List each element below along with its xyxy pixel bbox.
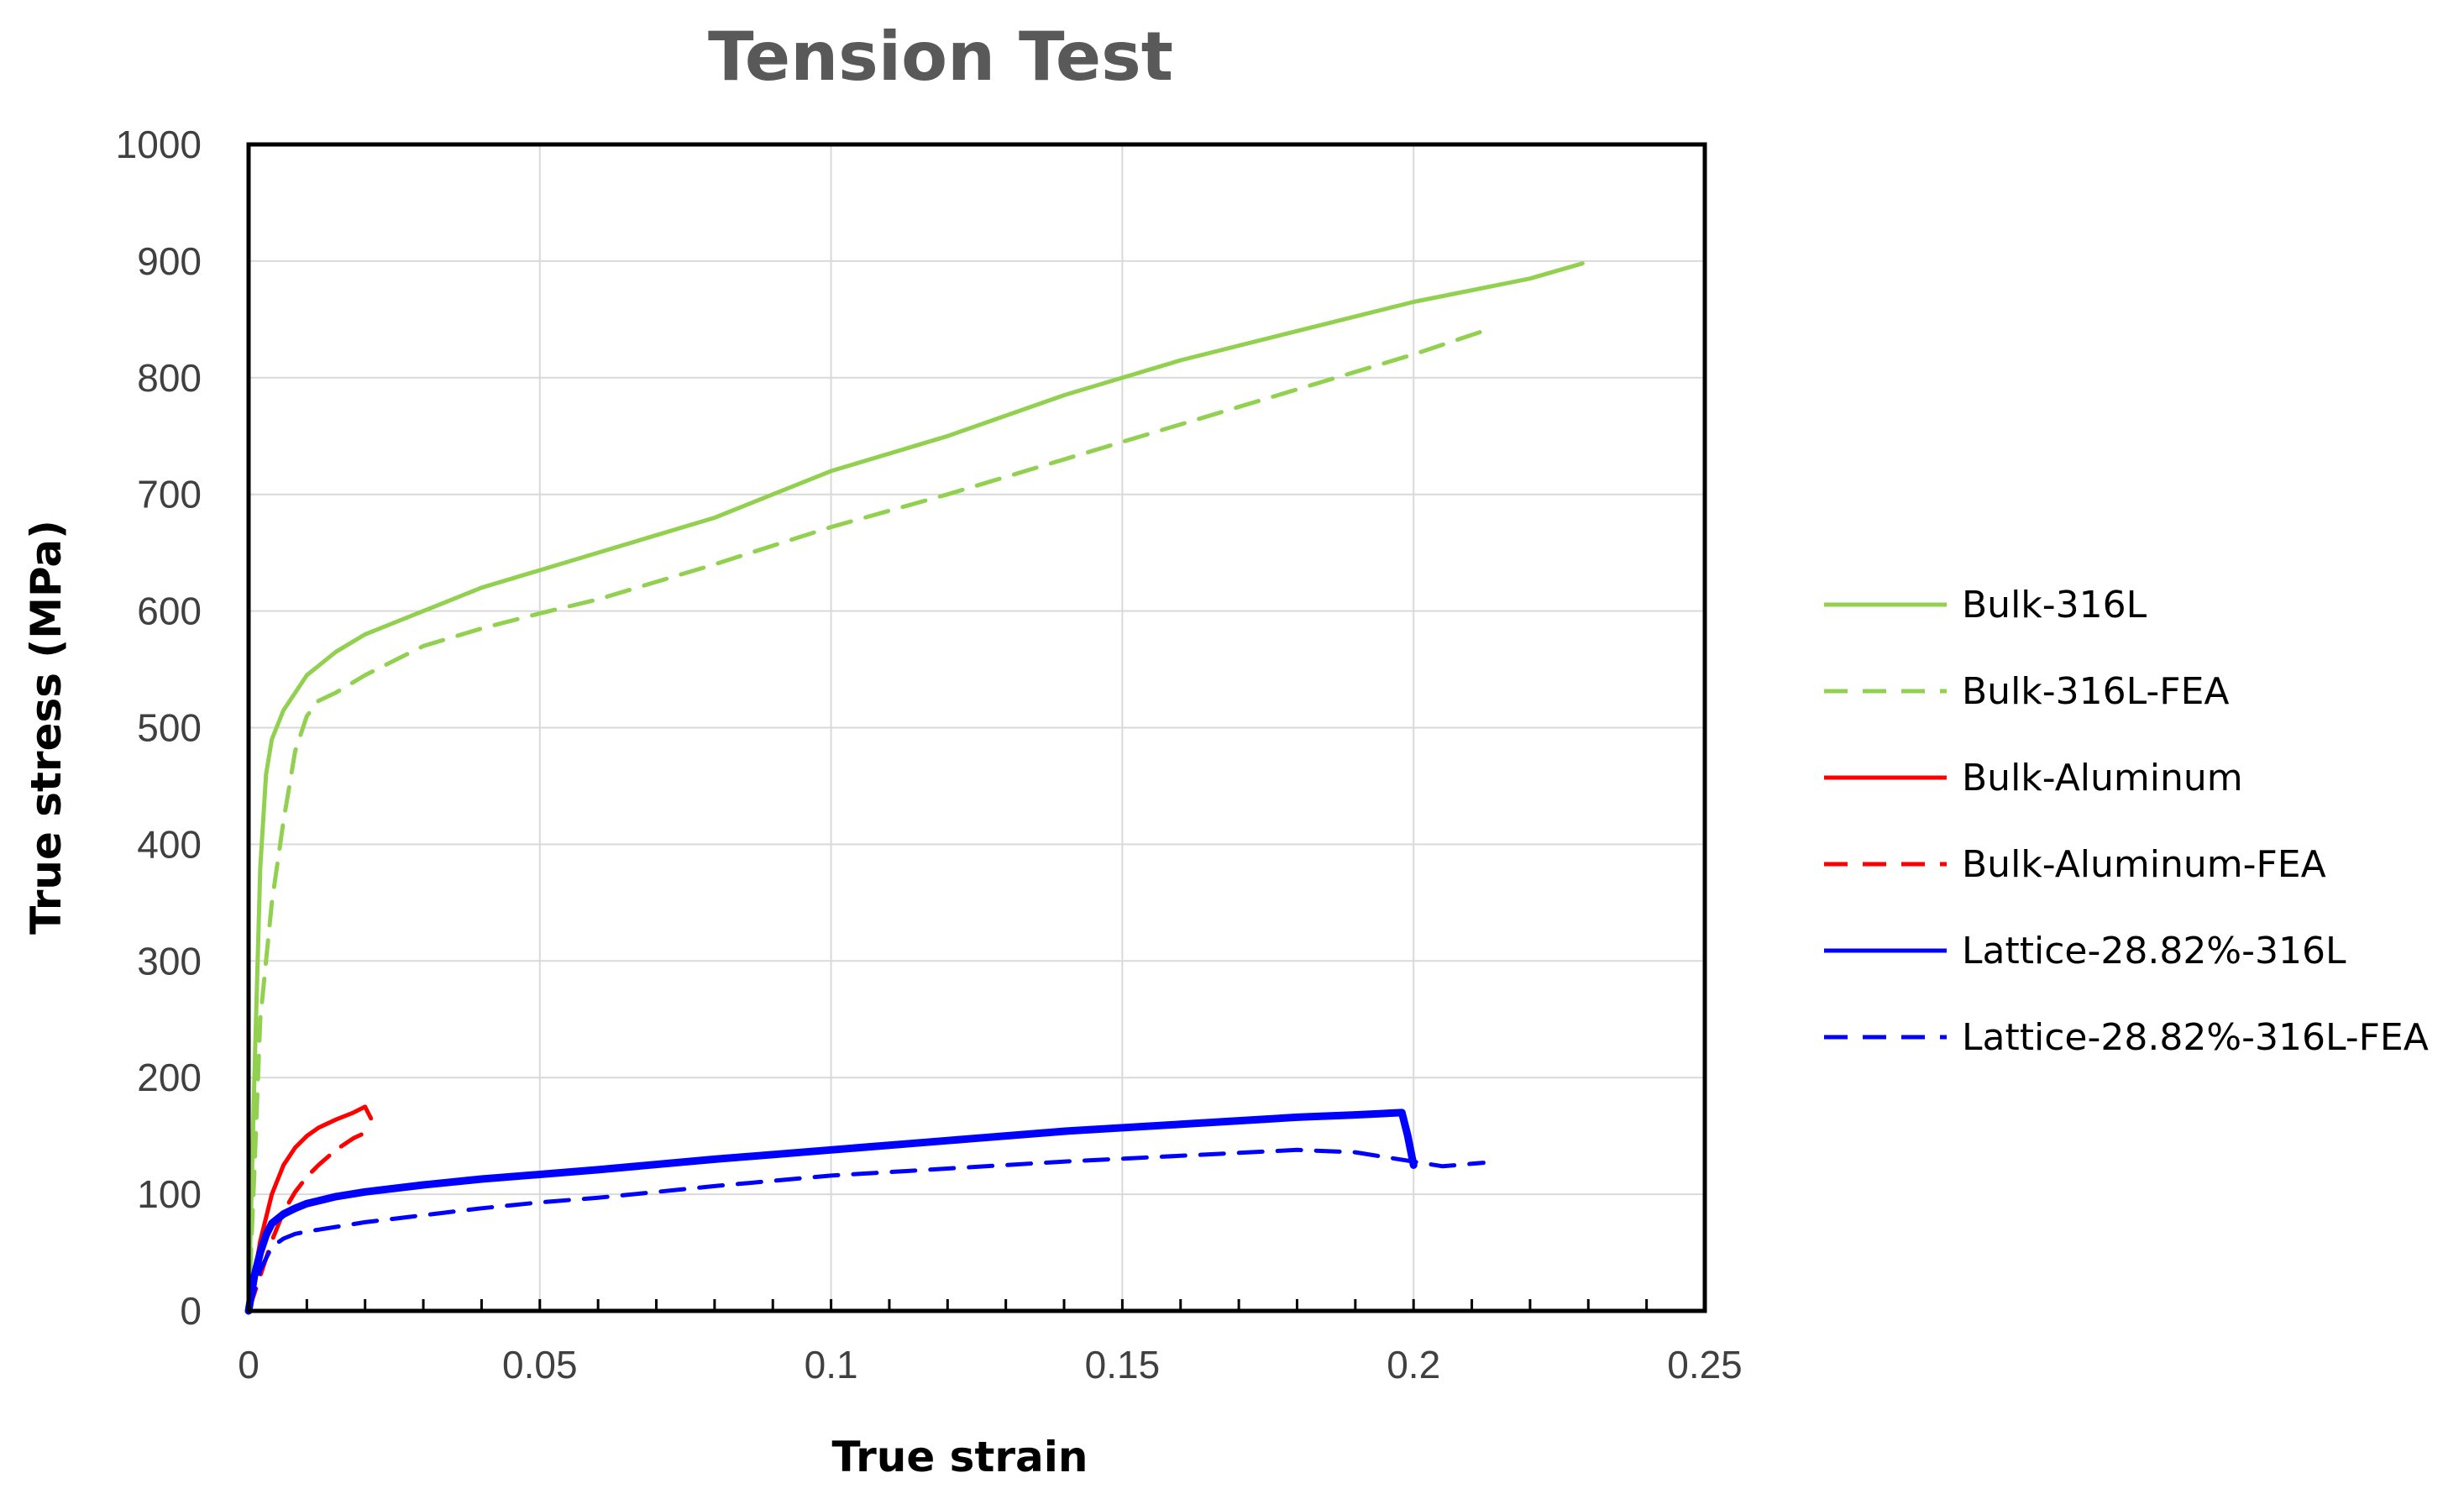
y-tick-label: 900 [137, 239, 202, 283]
y-tick-label: 500 [137, 706, 202, 750]
series-line-6 [246, 1147, 1486, 1313]
series-line-1 [246, 261, 1585, 1313]
x-axis-title: True strain [832, 1433, 1088, 1481]
plot-frame [246, 142, 1707, 1313]
y-tick-label: 800 [137, 356, 202, 400]
grid-layer [249, 144, 1705, 1311]
series-line-3 [246, 1104, 374, 1313]
legend-label-4: Bulk-Aluminum-FEA [1962, 843, 2326, 886]
series-layer [244, 261, 1585, 1315]
x-tick-label: 0.15 [1085, 1343, 1161, 1386]
y-axis-title: True stress (MPa) [22, 520, 71, 935]
y-tick-label: 300 [137, 939, 202, 983]
x-tick-label: 0.2 [1387, 1343, 1440, 1386]
x-tick-label: 0.1 [805, 1343, 858, 1386]
legend-label-2: Bulk-316L-FEA [1962, 670, 2229, 713]
y-tick-label: 1000 [116, 123, 202, 166]
x-tick-label: 0.05 [502, 1343, 578, 1386]
chart-title: Tension Test [708, 18, 1173, 96]
y-tick-label: 200 [137, 1056, 202, 1099]
y-tick-label: 100 [137, 1172, 202, 1216]
y-tick-label: 400 [137, 822, 202, 866]
legend-label-3: Bulk-Aluminum [1962, 757, 2243, 799]
legend-label-5: Lattice-28.82%-316L [1962, 930, 2346, 972]
legend-label-1: Bulk-316L [1962, 584, 2147, 626]
legend: Bulk-316L Bulk-316L-FEA Bulk-Aluminum Bulk-… [1824, 584, 2429, 1059]
series-line-2 [246, 328, 1486, 1313]
y-tick-label: 0 [180, 1289, 202, 1333]
legend-label-6: Lattice-28.82%-316L-FEA [1962, 1016, 2429, 1059]
y-tick-label: 600 [137, 590, 202, 633]
tick-layer: 0 0.05 0.1 0.15 0.2 0.25 0 100 200 300 400 500 600 70… [116, 123, 1743, 1386]
x-tick-label: 0.25 [1667, 1343, 1743, 1386]
series-line-5 [244, 1109, 1418, 1315]
x-tick-label: 0 [238, 1343, 260, 1386]
y-tick-label: 700 [137, 473, 202, 516]
